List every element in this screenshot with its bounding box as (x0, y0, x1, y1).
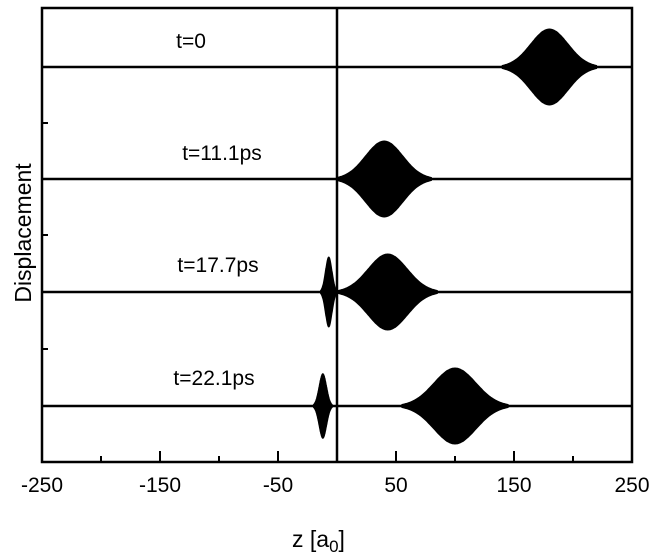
x-tick-label: 150 (496, 474, 531, 497)
time-label: t=0 (176, 30, 206, 53)
x-axis-title: z [a0] (292, 526, 345, 556)
y-axis-title: Displacement (10, 163, 36, 303)
x-tick-label: 50 (384, 474, 407, 497)
time-label: t=17.7ps (177, 254, 258, 277)
axis-ticks (41, 66, 633, 463)
x-axis-title-subscript: 0 (329, 537, 338, 556)
time-label: t=22.1ps (173, 367, 254, 390)
x-tick-label: -150 (139, 474, 181, 497)
time-label: t=11.1ps (182, 142, 262, 165)
x-tick-label: -250 (21, 474, 63, 497)
x-tick-label: -50 (263, 474, 293, 497)
x-axis-title-close: ] (339, 526, 345, 552)
x-axis-title-main: z [a (292, 526, 329, 552)
wave-packets (312, 28, 598, 445)
x-tick-labels: -250 -150 -50 50 150 250 (21, 474, 650, 497)
x-tick-label: 250 (614, 474, 649, 497)
time-labels: t=0 t=11.1ps t=17.7ps t=22.1ps (173, 30, 261, 390)
